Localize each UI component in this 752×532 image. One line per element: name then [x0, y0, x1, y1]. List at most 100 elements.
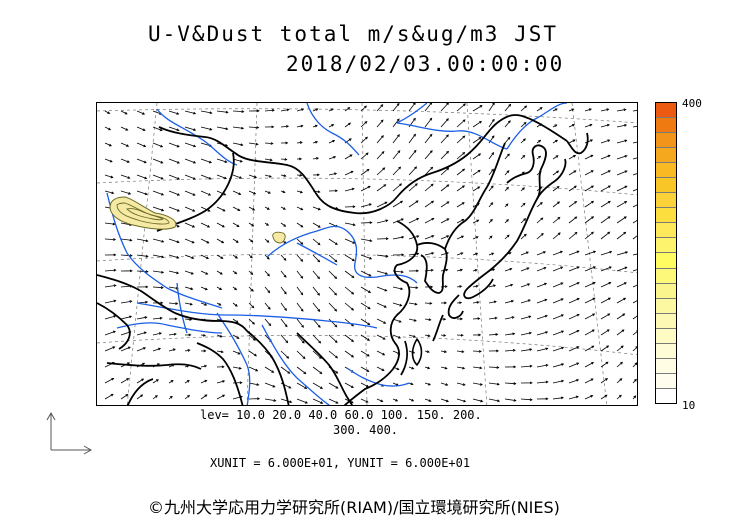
wind-arrow: [504, 284, 513, 288]
wind-arrow-head: [128, 191, 132, 195]
wind-arrow-head: [416, 217, 420, 221]
wind-arrow: [424, 318, 431, 321]
wind-arrow-head: [527, 299, 531, 303]
wind-arrow-head: [607, 139, 611, 143]
wind-arrow-head: [208, 160, 212, 164]
wind-arrow: [264, 109, 275, 112]
wind-arrow-head: [366, 369, 370, 372]
wind-arrow-head: [176, 112, 180, 115]
wind-arrow: [600, 170, 611, 176]
wind-arrow-head: [431, 218, 435, 221]
wind-arrow: [408, 150, 417, 160]
wind-arrow-head: [399, 183, 403, 187]
wind-arrow: [184, 222, 195, 228]
wind-arrow: [408, 134, 416, 144]
wind-arrow: [472, 398, 483, 402]
wind-arrow-head: [173, 332, 177, 336]
wind-arrow-head: [462, 168, 466, 172]
wind-arrow: [632, 235, 637, 240]
wind-arrow-head: [283, 291, 287, 295]
wind-arrow: [104, 331, 116, 336]
wind-arrow-head: [509, 267, 513, 271]
wind-arrow: [632, 188, 637, 192]
wind-arrow-head: [385, 237, 389, 241]
unit-scale-text: XUNIT = 6.000E+01, YUNIT = 6.000E+01: [210, 456, 471, 470]
wind-arrow: [264, 174, 272, 178]
wind-arrow: [440, 184, 449, 192]
wind-arrow-head: [169, 395, 173, 399]
wind-arrow: [360, 334, 370, 341]
wind-arrow-head: [250, 239, 254, 243]
wind-arrow: [120, 142, 129, 147]
wind-arrow: [504, 382, 516, 385]
wind-arrow: [552, 217, 561, 224]
wind-arrow: [136, 332, 147, 336]
wind-arrow: [632, 331, 637, 336]
wind-arrow-head: [573, 154, 577, 158]
wind-arrow: [296, 108, 304, 112]
wind-arrow: [344, 122, 351, 128]
wind-arrow: [328, 238, 338, 245]
wind-arrow: [136, 174, 147, 179]
wind-arrow: [232, 318, 239, 323]
wind-arrow: [456, 168, 465, 176]
wind-arrow-head: [429, 103, 433, 105]
wind-arrow-head: [351, 339, 355, 343]
wind-arrow: [104, 393, 114, 400]
wind-arrow: [488, 333, 498, 336]
wind-arrow: [520, 267, 529, 272]
wind-arrow-head: [400, 287, 404, 291]
wind-arrow-head: [160, 301, 164, 305]
wind-arrow-head: [251, 305, 255, 309]
wind-arrow: [456, 366, 465, 369]
wind-arrow: [536, 364, 548, 368]
wind-arrow: [568, 298, 580, 304]
wind-arrow-head: [234, 303, 238, 307]
wind-arrow-head: [384, 288, 388, 292]
wind-arrow: [584, 108, 592, 112]
wind-arrow-head: [317, 292, 320, 296]
wind-arrow-head: [573, 170, 577, 173]
wind-arrow: [104, 315, 116, 320]
wind-arrow-head: [462, 185, 465, 188]
wind-arrow-head: [637, 314, 638, 316]
wind-arrow-head: [385, 272, 389, 275]
wind-arrow: [536, 251, 546, 256]
wind-arrow-head: [463, 399, 467, 403]
wind-arrow: [344, 154, 353, 160]
wind-arrow-head: [208, 193, 212, 196]
wind-arrow-head: [591, 200, 595, 204]
wind-arrow-head: [608, 266, 612, 269]
wind-arrow: [120, 378, 129, 384]
wind-arrow: [184, 206, 195, 212]
wind-arrow-head: [544, 298, 548, 302]
wind-arrow-head: [368, 273, 372, 277]
wind-arrow-head: [176, 208, 180, 212]
wind-arrow-head: [126, 160, 130, 163]
wind-arrow: [120, 222, 132, 226]
wind-arrow-head: [368, 203, 372, 206]
wind-arrow: [168, 348, 176, 352]
wind-arrow: [184, 395, 190, 400]
wind-arrow: [296, 318, 304, 328]
wind-arrow-head: [176, 240, 180, 244]
wind-arrow: [136, 270, 148, 273]
wind-arrow: [200, 174, 211, 180]
wind-arrow: [424, 200, 434, 208]
wind-arrow-head: [160, 192, 165, 196]
legend-color-cell: [656, 193, 676, 209]
wind-arrow-head: [267, 191, 271, 194]
wind-arrow: [280, 366, 290, 374]
wind-arrow: [584, 345, 594, 352]
wind-arrow: [504, 398, 516, 401]
wind-arrow-head: [383, 184, 387, 187]
wind-arrow: [312, 238, 321, 245]
wind-arrow: [552, 266, 563, 272]
wind-arrow: [472, 382, 483, 386]
wind-arrow-head: [176, 271, 180, 275]
wind-arrow-head: [206, 240, 210, 244]
wind-arrow: [552, 298, 564, 304]
wind-arrow-head: [523, 138, 526, 142]
wind-arrow-head: [300, 258, 304, 262]
wind-arrow: [472, 170, 481, 176]
